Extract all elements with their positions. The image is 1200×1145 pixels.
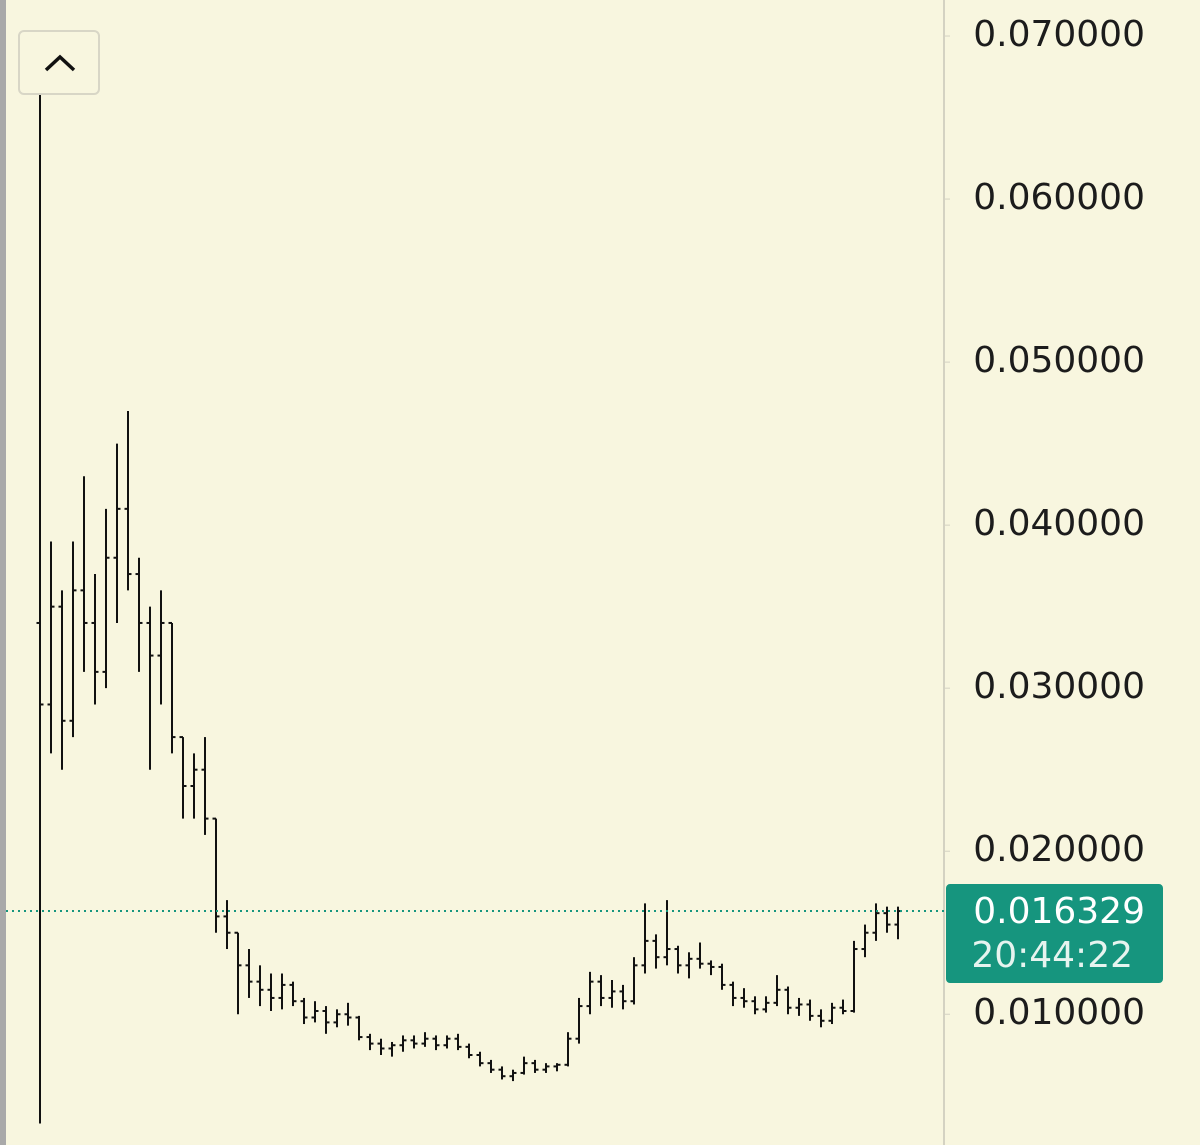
left-edge xyxy=(0,0,6,1145)
collapse-button[interactable] xyxy=(18,30,100,95)
y-tick-label: 0.010000 xyxy=(973,992,1145,1033)
y-tick-label: 0.020000 xyxy=(973,829,1145,870)
y-tick-label: 0.050000 xyxy=(973,340,1145,381)
chevron-icon xyxy=(44,54,76,72)
last-price-label: 0.016329 xyxy=(973,891,1145,932)
last-price-box xyxy=(946,884,1163,984)
countdown-label: 20:44:22 xyxy=(971,935,1133,976)
y-tick-label: 0.030000 xyxy=(973,666,1145,707)
y-tick-label: 0.060000 xyxy=(973,177,1145,218)
y-tick-label: 0.040000 xyxy=(973,503,1145,544)
y-tick-label: 0.070000 xyxy=(973,14,1145,55)
